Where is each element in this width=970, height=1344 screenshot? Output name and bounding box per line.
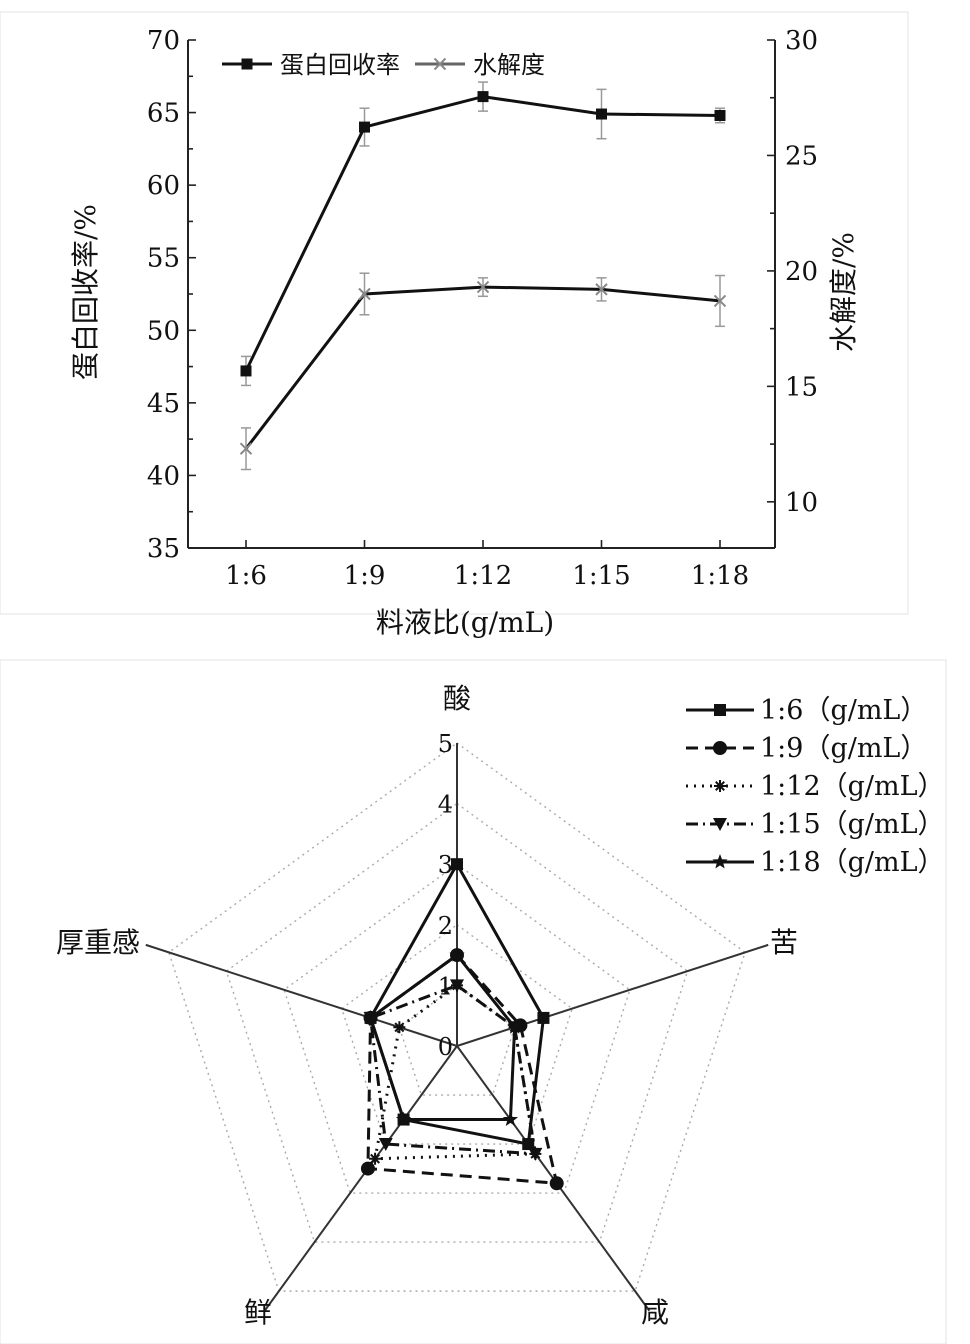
radar-legend: 1:6（g/mL） 1:9（g/mL） 1:12（g/mL） 1:15（g/mL） 1:… bbox=[686, 695, 945, 878]
radar-series-outline bbox=[368, 861, 545, 1146]
left-axis-tick-label: 60 bbox=[147, 171, 180, 201]
radar-legend-label: 1:9（g/mL） bbox=[760, 733, 927, 764]
radar-legend-label: 1:12（g/mL） bbox=[760, 771, 945, 802]
radar-axis-label: 咸 bbox=[641, 1296, 669, 1329]
data-point bbox=[359, 121, 370, 133]
radar-data-point bbox=[549, 1176, 564, 1191]
right-axis-tick-label: 10 bbox=[785, 488, 818, 518]
radar-grid-ring bbox=[283, 863, 631, 1194]
radar-legend-marker bbox=[714, 780, 726, 792]
right-axis-tick-label: 25 bbox=[785, 141, 818, 171]
radar-axis-label: 鲜 bbox=[244, 1296, 272, 1329]
radar-series-outline bbox=[368, 953, 517, 1122]
left-axis-tick-label: 55 bbox=[147, 244, 180, 274]
radar-scale-label: 1 bbox=[438, 972, 453, 1000]
radar-grid: 0 1 2 3 4 5 bbox=[145, 730, 769, 1312]
radar-spoke bbox=[145, 943, 458, 1047]
radar-series-5 bbox=[362, 947, 523, 1127]
legend-label: 水解度 bbox=[473, 51, 545, 79]
right-axis-title: 水解度/% bbox=[827, 232, 860, 352]
radar-legend-label: 1:15（g/mL） bbox=[760, 809, 945, 840]
radar-scale-label: 5 bbox=[438, 730, 453, 758]
x-axis-tick-label: 1:9 bbox=[344, 561, 386, 591]
data-point bbox=[477, 91, 489, 103]
data-point bbox=[358, 287, 371, 301]
x-axis-title: 料液比(g/mL) bbox=[376, 606, 554, 639]
radar-data-point bbox=[449, 947, 465, 962]
radar-scale-label: 4 bbox=[438, 791, 453, 819]
legend-marker bbox=[241, 58, 253, 70]
series-hydrolysis-degree bbox=[239, 272, 727, 471]
x-axis-tick-label: 1:12 bbox=[454, 561, 512, 591]
radar-legend-marker bbox=[713, 818, 727, 831]
left-axis-tick-label: 65 bbox=[147, 99, 180, 129]
radar-legend-marker bbox=[714, 704, 726, 716]
data-point bbox=[596, 108, 607, 120]
radar-scale-label: 0 bbox=[438, 1033, 453, 1061]
radar-series bbox=[360, 858, 564, 1191]
radar-data-point bbox=[537, 1011, 550, 1024]
radar-axis-labels: 酸苦咸 鲜 厚重感 bbox=[56, 682, 798, 1329]
radar-spoke bbox=[456, 943, 769, 1047]
radar-spoke bbox=[263, 1045, 458, 1312]
right-axis-tick-label: 15 bbox=[785, 372, 818, 402]
left-axis-tick-label: 50 bbox=[147, 316, 180, 346]
radar-data-point bbox=[451, 858, 463, 871]
radar-data-point bbox=[507, 1019, 523, 1034]
data-point bbox=[239, 442, 253, 455]
radar-data-point bbox=[369, 1152, 382, 1165]
radar-chart-frame bbox=[0, 659, 947, 1344]
radar-axis-label: 苦 bbox=[770, 926, 798, 959]
radar-data-point bbox=[378, 1138, 393, 1152]
x-axis-tick-label: 1:6 bbox=[225, 561, 267, 591]
radar-legend-label: 1:18（g/mL） bbox=[760, 847, 945, 878]
x-axis-tick-label: 1:18 bbox=[691, 561, 749, 591]
line-chart-axes: 35 40 45 50 55 60 65 70 10 15 20 25 30 1:6 1:9 1:12 1:15… bbox=[147, 26, 818, 591]
radar-legend-marker bbox=[712, 854, 728, 869]
line-chart-frame bbox=[0, 11, 909, 615]
legend-label: 蛋白回收率 bbox=[280, 51, 400, 79]
radar-data-point bbox=[362, 1009, 379, 1025]
x-axis-tick-label: 1:15 bbox=[572, 561, 630, 591]
left-axis-tick-label: 45 bbox=[147, 389, 180, 419]
data-point bbox=[240, 365, 252, 377]
radar-chart: 0 1 2 3 4 5 酸苦咸 鲜 厚重感 1:6（g/mL） 1:9（g/mL） 1:12（g/… bbox=[0, 659, 947, 1344]
radar-data-point bbox=[360, 1161, 375, 1176]
radar-axis-label: 酸 bbox=[443, 682, 471, 715]
radar-data-point bbox=[502, 1111, 519, 1127]
series-protein-recovery bbox=[240, 81, 726, 387]
data-point bbox=[595, 283, 608, 296]
radar-data-point bbox=[528, 1147, 543, 1161]
right-axis-tick-label: 20 bbox=[785, 257, 818, 287]
radar-data-point bbox=[395, 1111, 412, 1127]
radar-data-point bbox=[522, 1138, 535, 1151]
line-chart-legend: 蛋白回收率 水解度 bbox=[222, 51, 545, 79]
left-axis-tick-label: 35 bbox=[147, 534, 180, 564]
radar-legend-marker bbox=[713, 741, 727, 755]
line-chart: 35 40 45 50 55 60 65 70 10 15 20 25 30 1:6 1:9 1:12 1:15… bbox=[0, 11, 909, 639]
radar-series-outline bbox=[373, 983, 538, 1161]
data-point bbox=[714, 109, 726, 121]
radar-data-point bbox=[450, 979, 464, 993]
left-axis-tick-label: 70 bbox=[147, 26, 180, 56]
radar-series-outline bbox=[368, 983, 538, 1156]
right-axis-tick-label: 30 bbox=[785, 26, 818, 56]
radar-legend-label: 1:6（g/mL） bbox=[760, 695, 927, 726]
radar-scale-label: 2 bbox=[438, 912, 453, 940]
radar-data-point bbox=[393, 1021, 406, 1034]
left-axis-tick-label: 40 bbox=[147, 461, 180, 491]
left-axis-title: 蛋白回收率/% bbox=[69, 204, 102, 380]
legend-marker bbox=[433, 57, 447, 71]
data-point bbox=[476, 280, 490, 294]
radar-axis-label: 厚重感 bbox=[56, 926, 140, 959]
radar-scale-label: 3 bbox=[438, 851, 453, 879]
line-chart-series bbox=[239, 81, 727, 471]
data-point bbox=[713, 294, 727, 308]
